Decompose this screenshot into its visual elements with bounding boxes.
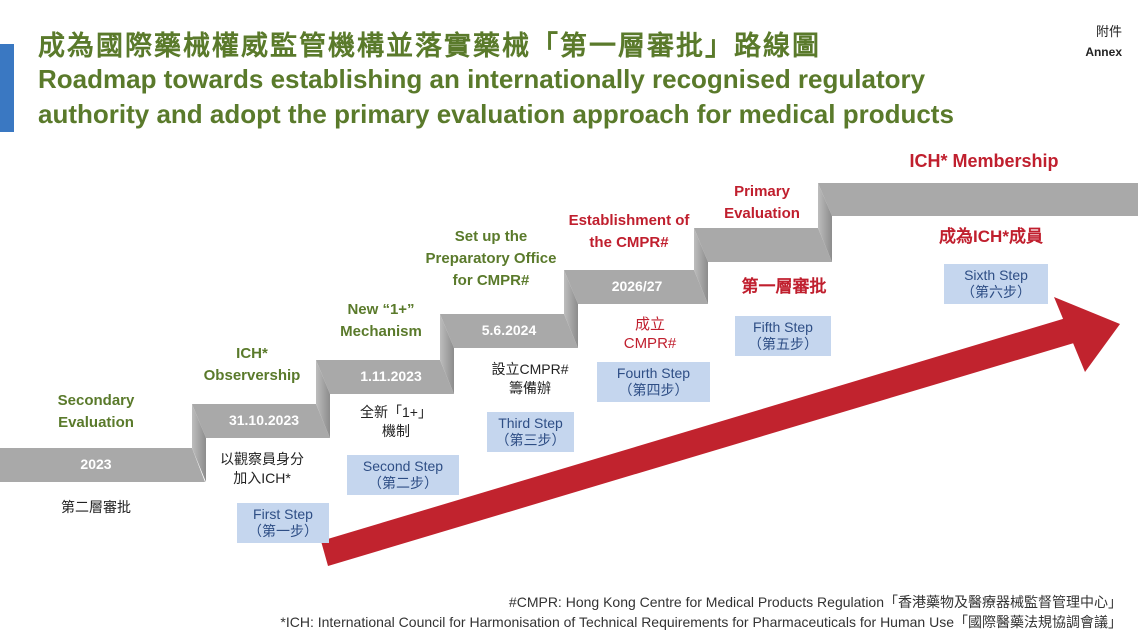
zh-line: 成立 (634, 316, 665, 333)
step-label-zh: （第五步） (748, 336, 818, 352)
milestone-heading-preparatory-office: Set up the Preparatory Office for CMPR# (416, 226, 566, 292)
page-title-zh: 成為國際藥械權威監管機構並落實藥械「第一層審批」路線圖 (38, 31, 821, 61)
stair-riser-6 (818, 183, 832, 262)
milestone-date-5-6-2024: 5.6.2024 (481, 322, 537, 338)
milestone-heading-membership: ICH* Membership (909, 151, 1059, 171)
heading-line: Secondary (57, 392, 135, 409)
step-label: Sixth Step (964, 267, 1028, 283)
milestone-heading-observership: ICH* Observership (188, 343, 316, 387)
stair-tread-ich-membership (818, 183, 1138, 216)
step-label-zh: （第一步） (248, 523, 318, 539)
stair-riser-4 (564, 270, 578, 348)
zh-line: 加入ICH* (233, 470, 291, 486)
step-label: Second Step (362, 458, 444, 474)
stair-tread-31-10-2023 (192, 404, 330, 438)
heading-line: the CMPR# (589, 234, 669, 251)
step-label-zh: （第二步） (368, 475, 438, 491)
heading-line: New “1+” (347, 301, 415, 318)
heading-line: Establishment of (568, 212, 690, 229)
step-label: Fifth Step (753, 319, 813, 335)
heading-line: ICH* (236, 345, 268, 362)
milestone-date-31-10-2023: 31.10.2023 (228, 412, 300, 428)
heading-line: Preparatory Office (425, 250, 557, 267)
heading-line: Evaluation (58, 414, 134, 431)
stair-tread-5-6-2024 (440, 314, 578, 348)
zh-line: CMPR# (623, 335, 677, 352)
footnote-ich: *ICH: International Council for Harmonis… (280, 614, 1122, 630)
heading-line: Primary (734, 183, 790, 200)
step-box-fifth: Fifth Step （第五步） (735, 316, 831, 356)
annex-en: Annex (1085, 45, 1122, 59)
stair-riser-5 (694, 228, 708, 304)
progress-arrow (321, 297, 1120, 566)
milestone-zh-primary: 第一層審批 (741, 277, 827, 296)
milestone-zh-preparatory-office: 設立CMPR# 籌備辦 (480, 360, 580, 398)
stair-riser-1 (192, 404, 206, 482)
stair-tread-1-11-2023 (316, 360, 454, 394)
stair-tread-2026-27 (564, 270, 708, 304)
zh-line: 機制 (382, 423, 410, 439)
zh-line: 設立CMPR# (491, 361, 569, 377)
step-box-first: First Step （第一步） (237, 503, 329, 543)
milestone-zh-secondary: 第二層審批 (61, 499, 131, 515)
heading-line: Set up the (454, 228, 528, 245)
milestone-zh-membership: 成為ICH*成員 (939, 227, 1043, 246)
zh-line: 籌備辦 (509, 380, 551, 396)
milestone-heading-new-mechanism: New “1+” Mechanism (318, 299, 444, 343)
step-label-zh: （第六步） (961, 284, 1031, 300)
milestone-zh-observership: 以觀察員身分 加入ICH* (212, 450, 312, 488)
annex-label: 附件 Annex (1085, 22, 1122, 62)
step-label: First Step (253, 506, 313, 522)
milestone-date-1-11-2023: 1.11.2023 (360, 368, 422, 384)
heading-line: for CMPR# (452, 272, 530, 289)
milestone-date-2023: 2023 (80, 456, 112, 472)
footnote-cmpr: #CMPR: Hong Kong Centre for Medical Prod… (508, 594, 1122, 610)
step-label-zh: （第三步） (495, 432, 566, 448)
zh-line: 全新「1+」 (360, 404, 432, 420)
milestone-heading-secondary: Secondary Evaluation (30, 390, 162, 434)
page-title-en: Roadmap towards establishing an internat… (38, 64, 954, 129)
step-label: Third Step (498, 415, 563, 431)
heading-line: Mechanism (340, 323, 422, 340)
milestone-heading-establishment: Establishment of the CMPR# (560, 210, 698, 254)
heading-line: Observership (203, 367, 301, 384)
heading-line: Evaluation (724, 205, 800, 222)
step-box-second: Second Step （第二步） (347, 455, 459, 495)
zh-line: 以觀察員身分 (220, 451, 304, 467)
annex-zh: 附件 (1095, 24, 1122, 39)
milestone-zh-new-mechanism: 全新「1+」 機制 (346, 403, 446, 441)
stair-tread-primary (694, 228, 832, 262)
milestone-zh-establishment: 成立 CMPR# (600, 315, 700, 353)
milestone-heading-primary: Primary Evaluation (704, 181, 820, 225)
step-box-sixth: Sixth Step （第六步） (944, 264, 1048, 304)
step-box-fourth: Fourth Step （第四步） (597, 362, 710, 402)
blue-accent-bar (0, 44, 14, 132)
step-label-zh: （第四步） (618, 382, 689, 398)
stair-tread-2023 (0, 448, 205, 482)
stair-riser-3 (440, 314, 454, 394)
step-box-third: Third Step （第三步） (487, 412, 574, 452)
step-label: Fourth Step (616, 365, 691, 381)
milestone-date-2026-27: 2026/27 (611, 278, 663, 294)
stair-riser-2 (316, 360, 330, 438)
